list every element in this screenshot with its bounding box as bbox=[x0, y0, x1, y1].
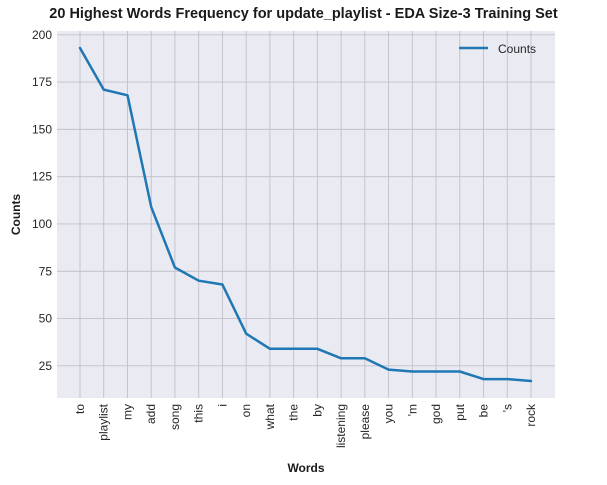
x-tick-label: please bbox=[358, 404, 372, 440]
x-tick-label: 's bbox=[500, 404, 514, 412]
legend: Counts bbox=[459, 42, 536, 56]
y-tick-label: 50 bbox=[39, 312, 53, 326]
y-tick-label: 200 bbox=[32, 28, 52, 42]
series-layer bbox=[78, 46, 533, 383]
y-tick-label: 125 bbox=[32, 170, 52, 184]
series-line-counts bbox=[78, 46, 533, 383]
x-tick-label: on bbox=[239, 404, 253, 417]
y-tick-label: 175 bbox=[32, 75, 52, 89]
x-tick-label: my bbox=[120, 404, 134, 420]
chart-title: 20 Highest Words Frequency for update_pl… bbox=[49, 6, 558, 22]
x-tick-label: the bbox=[287, 404, 301, 421]
x-tick-label: song bbox=[168, 404, 182, 430]
grid bbox=[57, 31, 555, 398]
x-tick-label: what bbox=[263, 403, 277, 430]
x-tick-label: god bbox=[429, 404, 443, 424]
x-tick-label: i bbox=[215, 404, 229, 407]
x-tick-label: to bbox=[73, 404, 87, 414]
y-axis-label: Counts bbox=[9, 194, 23, 236]
x-tick-label: rock bbox=[524, 403, 538, 427]
x-tick-label: put bbox=[453, 403, 467, 420]
y-axis-ticks: 25 50 75 100 125 150 175 200 bbox=[32, 28, 52, 373]
x-tick-label: listening bbox=[334, 404, 348, 448]
x-tick-label: this bbox=[192, 404, 206, 423]
plot-area bbox=[57, 31, 555, 398]
x-axis-label: Words bbox=[287, 461, 324, 475]
x-tick-label: be bbox=[477, 404, 491, 418]
x-tick-label: add bbox=[144, 404, 158, 424]
y-tick-label: 100 bbox=[32, 217, 52, 231]
x-axis-ticks: to playlist my add song this i on what the by liste… bbox=[73, 403, 538, 448]
y-tick-label: 75 bbox=[39, 264, 53, 278]
x-tick-label: you bbox=[382, 404, 396, 423]
y-tick-label: 25 bbox=[39, 359, 53, 373]
legend-label-counts: Counts bbox=[498, 42, 536, 56]
y-tick-label: 150 bbox=[32, 122, 52, 136]
x-tick-label: playlist bbox=[97, 403, 111, 440]
x-tick-label: 'm bbox=[405, 404, 419, 416]
x-tick-label: by bbox=[310, 404, 324, 417]
